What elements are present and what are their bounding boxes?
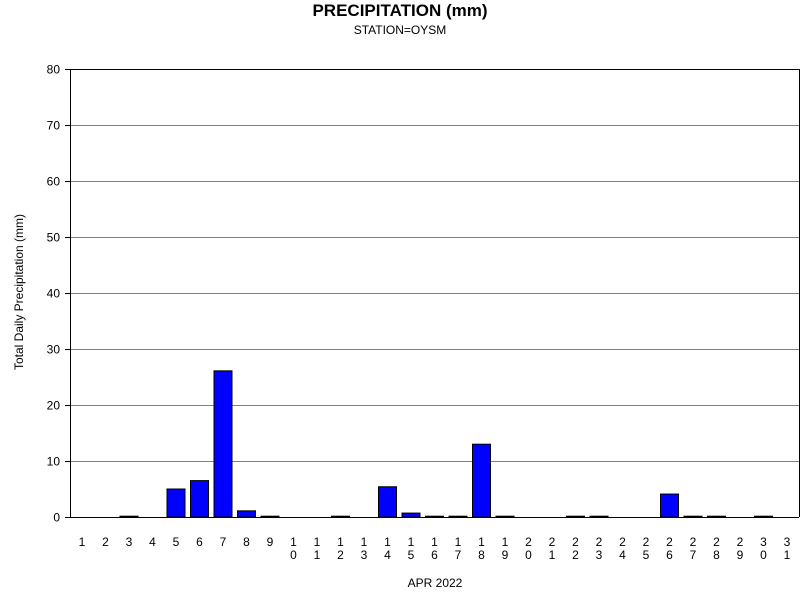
x-axis-label: APR 2022 <box>407 576 463 590</box>
y-tick-label: 20 <box>47 399 61 413</box>
x-tick-label: 6 <box>196 535 203 549</box>
precip-bar <box>448 515 468 518</box>
precip-bar <box>683 515 703 518</box>
y-tick-labels: 0 10 20 30 40 50 60 70 80 <box>47 63 61 525</box>
bars <box>119 370 773 518</box>
x-tick-labels: 1 2 3 4 5 6 7 8 9 1 01 11 21 31 41 51 61 71 81 92 02 12 22 32 42… <box>79 535 791 562</box>
precip-bar <box>119 515 139 518</box>
y-tick-label: 40 <box>47 287 61 301</box>
precip-bar <box>401 512 421 518</box>
precip-bar <box>331 515 350 518</box>
y-tick-label: 0 <box>53 511 60 525</box>
precip-bar <box>754 515 773 518</box>
x-tick-label: 7 <box>220 535 227 549</box>
precip-bar <box>425 515 444 518</box>
precip-bar <box>378 486 397 518</box>
x-tick-label: 3 <box>126 535 133 549</box>
precip-bar <box>260 515 280 518</box>
x-tick-label: 4 <box>149 535 156 549</box>
precip-bar <box>213 370 233 518</box>
y-tick-label: 70 <box>47 119 61 133</box>
y-tick-label: 30 <box>47 343 61 357</box>
precip-bar <box>472 443 491 518</box>
precip-bar <box>707 515 726 518</box>
precip-bar <box>495 515 515 518</box>
x-tick-label: 5 <box>173 535 180 549</box>
x-tick-label: 2 <box>102 535 109 549</box>
chart-title: PRECIPITATION (mm) <box>312 1 488 20</box>
precip-bar <box>589 515 609 518</box>
grid-lines <box>70 69 799 462</box>
y-tick-label: 10 <box>47 455 61 469</box>
y-tick-label: 60 <box>47 175 61 189</box>
precip-bar <box>566 515 585 518</box>
precip-bar <box>660 493 679 518</box>
y-tick-label: 80 <box>47 63 61 77</box>
precip-bar <box>190 480 209 518</box>
y-tick-label: 50 <box>47 231 61 245</box>
precip-bar <box>237 510 256 518</box>
x-tick-label: 8 <box>243 535 250 549</box>
x-tick-label: 9 <box>267 535 274 549</box>
chart-subtitle: STATION=OYSM <box>353 23 447 37</box>
precip-bar <box>166 488 186 518</box>
x-tick-label: 1 <box>79 535 86 549</box>
